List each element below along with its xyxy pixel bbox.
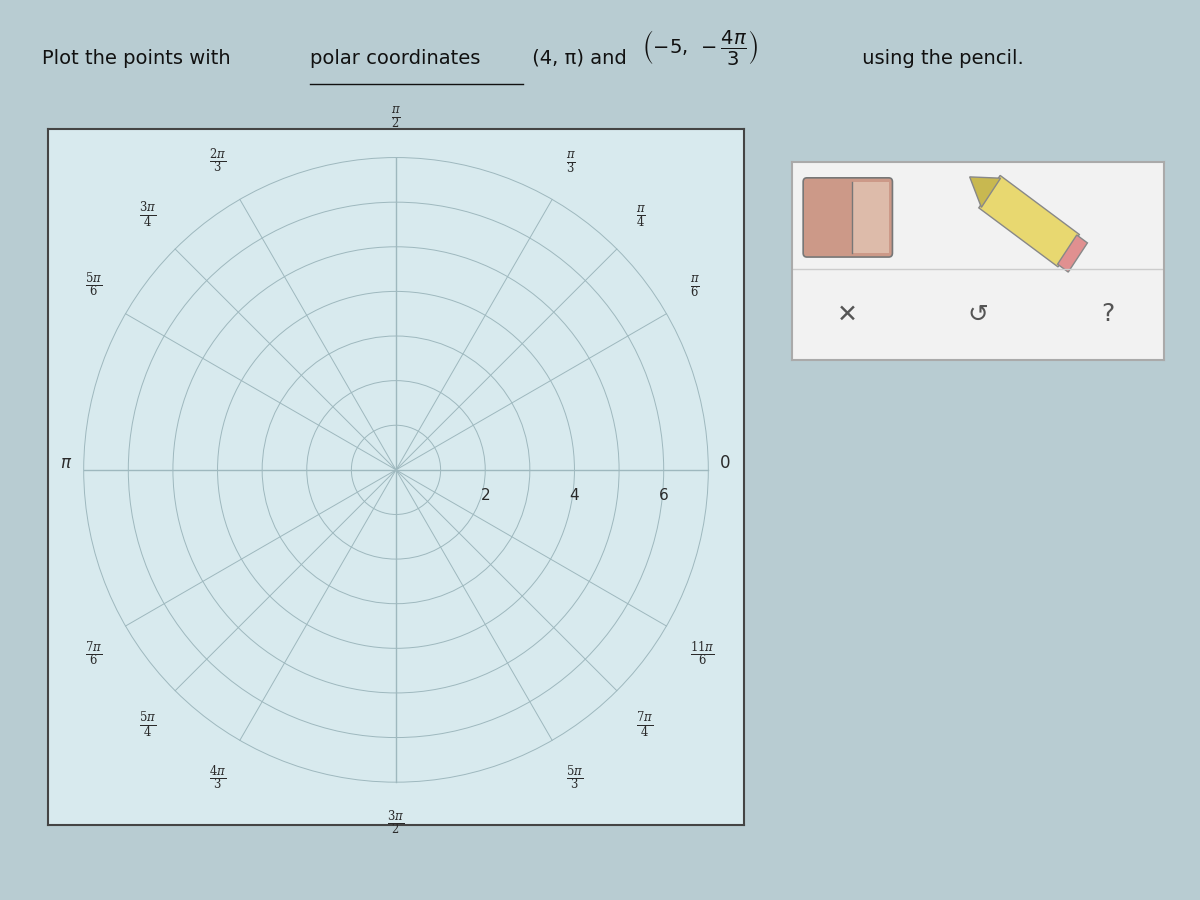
Text: $\frac{\pi}{4}$: $\frac{\pi}{4}$ xyxy=(636,204,646,230)
FancyBboxPatch shape xyxy=(852,182,889,253)
Text: $\pi$: $\pi$ xyxy=(60,454,72,472)
Text: 6: 6 xyxy=(659,488,668,503)
Text: $\frac{5\pi}{6}$: $\frac{5\pi}{6}$ xyxy=(85,271,102,301)
Text: $\frac{11\pi}{6}$: $\frac{11\pi}{6}$ xyxy=(690,639,714,668)
Text: 4: 4 xyxy=(570,488,580,503)
FancyBboxPatch shape xyxy=(803,178,893,257)
FancyBboxPatch shape xyxy=(979,176,1079,267)
Text: $\frac{\pi}{6}$: $\frac{\pi}{6}$ xyxy=(690,275,700,301)
Text: Plot the points with: Plot the points with xyxy=(42,49,236,68)
Text: $\frac{5\pi}{4}$: $\frac{5\pi}{4}$ xyxy=(139,709,156,740)
Text: $\frac{\pi}{2}$: $\frac{\pi}{2}$ xyxy=(391,105,401,130)
Text: polar coordinates: polar coordinates xyxy=(310,49,480,68)
Text: ?: ? xyxy=(1102,302,1115,327)
Text: (4, π) and: (4, π) and xyxy=(526,49,632,68)
Text: ↺: ↺ xyxy=(967,302,989,327)
Text: 2: 2 xyxy=(480,488,490,503)
Polygon shape xyxy=(970,177,1001,207)
Text: $\left(-5,\;-\dfrac{4\pi}{3}\right)$: $\left(-5,\;-\dfrac{4\pi}{3}\right)$ xyxy=(642,29,758,68)
Text: $\frac{7\pi}{6}$: $\frac{7\pi}{6}$ xyxy=(85,639,102,669)
Text: $\frac{3\pi}{4}$: $\frac{3\pi}{4}$ xyxy=(139,200,156,230)
Text: $\frac{3\pi}{2}$: $\frac{3\pi}{2}$ xyxy=(388,809,404,838)
Text: $\frac{5\pi}{3}$: $\frac{5\pi}{3}$ xyxy=(565,763,583,793)
Text: 0: 0 xyxy=(720,454,730,472)
Text: $\frac{4\pi}{3}$: $\frac{4\pi}{3}$ xyxy=(209,763,227,792)
Text: $\frac{2\pi}{3}$: $\frac{2\pi}{3}$ xyxy=(209,147,227,176)
Text: ✕: ✕ xyxy=(838,302,858,327)
Text: $\frac{7\pi}{4}$: $\frac{7\pi}{4}$ xyxy=(636,709,653,740)
Text: $\frac{\pi}{3}$: $\frac{\pi}{3}$ xyxy=(565,151,576,176)
Text: using the pencil.: using the pencil. xyxy=(856,49,1024,68)
FancyBboxPatch shape xyxy=(1057,235,1087,272)
